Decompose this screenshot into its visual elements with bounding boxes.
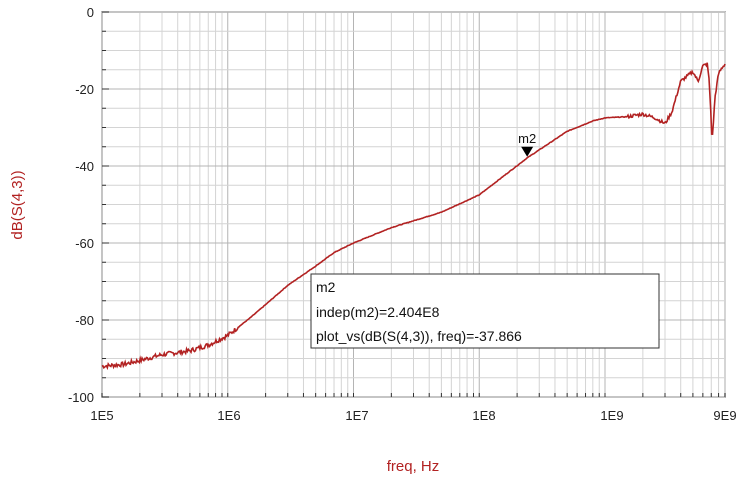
x-tick-labels: 1E5 1E6 1E7 1E8 1E9 9E9 <box>90 408 736 423</box>
readout-title: m2 <box>316 279 336 295</box>
readout-indep: indep(m2)=2.404E8 <box>316 304 440 320</box>
readout-value: plot_vs(dB(S(4,3)), freq)=-37.866 <box>316 328 522 344</box>
y-tick-label-0: 0 <box>87 5 94 20</box>
y-tick-label-3: -60 <box>75 236 94 251</box>
readout-box-frame <box>310 273 660 349</box>
y-tick-label-5: -100 <box>68 390 94 405</box>
marker-readout-box: m2 indep(m2)=2.404E8 plot_vs(dB(S(4,3)),… <box>310 273 660 349</box>
series-group <box>101 62 726 371</box>
x-tick-label-5: 9E9 <box>713 408 736 423</box>
x-tick-label-1: 1E6 <box>217 408 240 423</box>
marker-triangle <box>521 146 534 157</box>
y-tick-label-2: -40 <box>75 159 94 174</box>
grid-lines <box>101 11 726 398</box>
series-line-dB-S43 <box>101 62 726 371</box>
marker-label: m2 <box>518 131 536 146</box>
x-tick-label-4: 1E9 <box>600 408 623 423</box>
x-axis-label: freq, Hz <box>387 458 440 475</box>
y-tick-label-1: -20 <box>75 82 94 97</box>
y-tick-label-4: -80 <box>75 313 94 328</box>
axis-ticks <box>101 11 726 398</box>
x-tick-label-3: 1E8 <box>472 408 495 423</box>
marker-m2[interactable]: m2 <box>518 131 536 157</box>
y-axis-label: dB(S(4,3)) <box>9 170 26 239</box>
y-tick-labels: 0 -20 -40 -60 -80 -100 <box>68 5 94 405</box>
x-tick-label-0: 1E5 <box>90 408 113 423</box>
x-tick-label-2: 1E7 <box>345 408 368 423</box>
